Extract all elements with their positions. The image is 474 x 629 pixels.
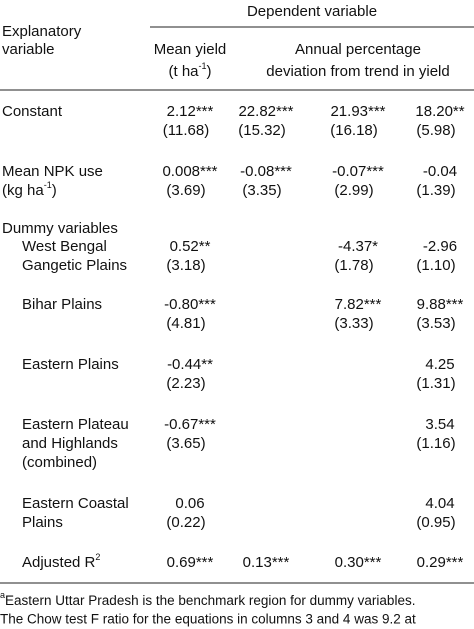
row-label: Bihar Plains — [22, 296, 102, 313]
row-label: Eastern Coastal — [22, 495, 129, 512]
coefficient: 0.06 — [175, 495, 204, 512]
t-value: (1.10) — [416, 257, 455, 274]
row-label: Eastern Plateau — [22, 416, 129, 433]
row-label: and Highlands — [22, 435, 118, 452]
column-header: deviation from trend in yield — [266, 63, 449, 80]
coefficient: 0.008*** — [162, 163, 217, 180]
row-label: Dummy variables — [2, 220, 118, 237]
row-label: Constant — [2, 103, 63, 120]
coefficient: 21.93*** — [330, 103, 385, 120]
t-value: (2.99) — [334, 182, 373, 199]
coefficient: 0.69*** — [167, 554, 214, 571]
coefficient: 4.25 — [425, 356, 454, 373]
text-segment: (t ha — [168, 63, 199, 80]
column-header: (t ha-1) — [168, 61, 211, 80]
t-value: (3.65) — [166, 435, 205, 452]
row-header: Explanatory — [2, 23, 82, 40]
text-segment: Eastern Uttar Pradesh is the benchmark r… — [5, 593, 415, 608]
superscript: -1 — [199, 61, 207, 71]
coefficient: 9.88*** — [417, 296, 464, 313]
t-value: (0.95) — [416, 514, 455, 531]
row-label: Adjusted R2 — [22, 552, 100, 571]
coefficient: -0.80*** — [164, 296, 216, 313]
coefficient: 3.54 — [425, 416, 454, 433]
row-label: West Bengal — [22, 238, 107, 255]
t-value: (3.69) — [166, 182, 205, 199]
t-value: (2.23) — [166, 375, 205, 392]
column-group-header: Dependent variable — [247, 3, 377, 20]
coefficient: -4.37* — [338, 238, 378, 255]
coefficient: 0.29*** — [417, 554, 464, 571]
coefficient: 0.30*** — [335, 554, 382, 571]
footnote: aEastern Uttar Pradesh is the benchmark … — [0, 590, 415, 607]
superscript: 2 — [95, 552, 100, 562]
column-header: Mean yield — [154, 41, 227, 58]
t-value: (11.68) — [163, 122, 209, 139]
text-segment: Adjusted R — [22, 554, 96, 571]
t-value: (3.35) — [242, 182, 281, 199]
t-value: (3.33) — [334, 315, 373, 332]
t-value: (5.98) — [416, 122, 455, 139]
coefficient: -0.67*** — [164, 416, 216, 433]
coefficient: 22.82*** — [238, 103, 293, 120]
t-value: (0.22) — [166, 514, 205, 531]
footnote: The Chow test F ratio for the equations … — [0, 612, 416, 627]
coefficient: 4.04 — [425, 495, 454, 512]
text-segment: ) — [207, 63, 212, 80]
row-label: Gangetic Plains — [22, 257, 127, 274]
row-label: Plains — [22, 514, 63, 531]
row-label: Eastern Plains — [22, 356, 119, 373]
text-segment: ) — [52, 182, 57, 199]
row-label: (combined) — [22, 454, 97, 471]
coefficient: 18.20** — [415, 103, 464, 120]
column-header: Annual percentage — [295, 41, 421, 58]
superscript: a — [0, 590, 5, 600]
row-label: Mean NPK use — [2, 163, 103, 180]
t-value: (3.18) — [166, 257, 205, 274]
coefficient: 0.13*** — [243, 554, 290, 571]
t-value: (15.32) — [238, 122, 286, 139]
t-value: (4.81) — [166, 315, 205, 332]
row-header: variable — [2, 41, 55, 58]
superscript: -1 — [44, 180, 52, 190]
coefficient: 0.52** — [170, 238, 211, 255]
coefficient: 7.82*** — [335, 296, 382, 313]
text-segment: (kg ha — [2, 182, 44, 199]
coefficient: -0.04 — [423, 163, 457, 180]
coefficient: -0.44** — [167, 356, 213, 373]
coefficient: -0.07*** — [332, 163, 384, 180]
coefficient: 2.12*** — [167, 103, 214, 120]
t-value: (3.53) — [416, 315, 455, 332]
t-value: (1.39) — [416, 182, 455, 199]
t-value: (1.78) — [334, 257, 373, 274]
t-value: (1.31) — [416, 375, 455, 392]
row-label: (kg ha-1) — [2, 180, 57, 199]
coefficient: -0.08*** — [240, 163, 292, 180]
coefficient: -2.96 — [423, 238, 457, 255]
t-value: (1.16) — [416, 435, 455, 452]
t-value: (16.18) — [330, 122, 378, 139]
